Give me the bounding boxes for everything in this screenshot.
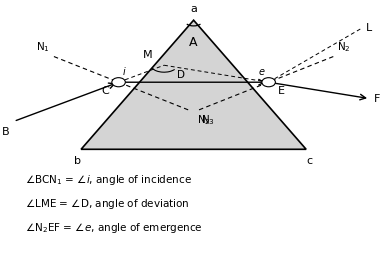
Text: N$_1$: N$_1$ <box>36 40 50 54</box>
Text: L: L <box>366 23 372 33</box>
Text: $\angle$LME = $\angle$D, angle of deviation: $\angle$LME = $\angle$D, angle of deviat… <box>25 197 189 211</box>
Text: c: c <box>307 156 313 166</box>
Circle shape <box>262 78 275 87</box>
Text: A: A <box>189 36 198 50</box>
Polygon shape <box>81 20 306 149</box>
Text: $\angle$BCN$_1$ = $\angle i$, angle of incidence: $\angle$BCN$_1$ = $\angle i$, angle of i… <box>25 173 192 187</box>
Text: N$_3$: N$_3$ <box>201 113 215 127</box>
Text: b: b <box>74 156 81 166</box>
Text: $\angle$N$_2$EF = $\angle e$, angle of emergence: $\angle$N$_2$EF = $\angle e$, angle of e… <box>25 221 203 235</box>
Circle shape <box>112 78 125 87</box>
Text: N$_2$: N$_2$ <box>337 40 351 54</box>
Text: a: a <box>190 4 197 14</box>
Text: B: B <box>2 126 10 136</box>
Text: e: e <box>258 67 264 77</box>
Text: M: M <box>143 50 153 60</box>
Text: D: D <box>177 70 185 80</box>
Text: F: F <box>374 94 380 104</box>
Text: i: i <box>123 67 126 77</box>
Text: N$_2$: N$_2$ <box>197 113 211 127</box>
Text: C: C <box>101 86 109 96</box>
Text: E: E <box>278 86 285 96</box>
